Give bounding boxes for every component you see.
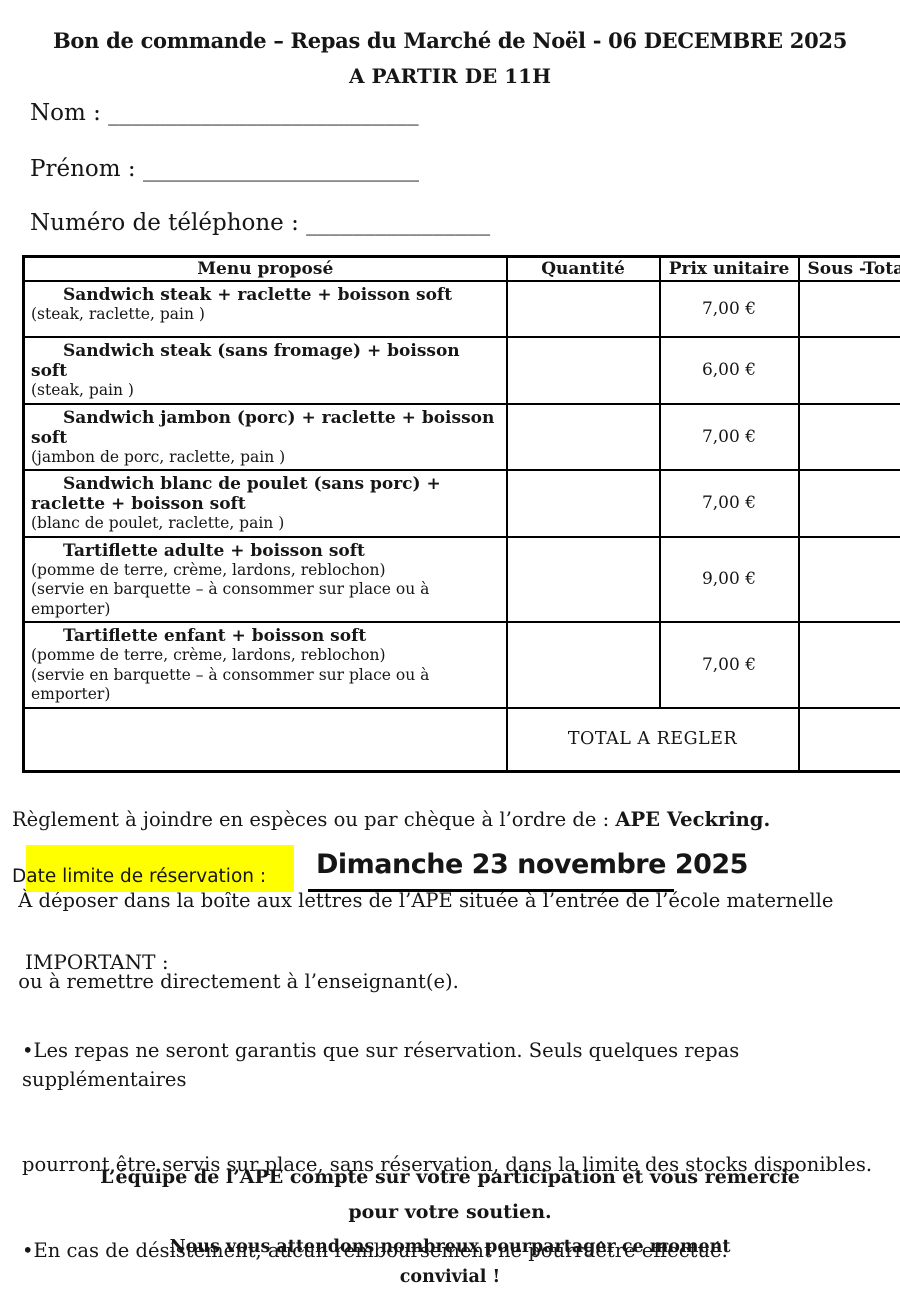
table-row: Sandwich jambon (porc) + raclette + bois… [22,402,900,471]
menu-item: Sandwich steak (sans fromage) + boisson … [22,336,508,405]
empty-cell [22,706,508,773]
deadline-highlight [26,845,294,892]
phone-field: Numéro de téléphone : ________________ [30,210,490,236]
important-line: pourront être servis sur place, sans rés… [22,1153,873,1176]
quantity-blank [505,621,661,709]
header-quantity: Quantité [505,255,661,282]
important-heading: IMPORTANT : [25,950,169,974]
phone-blank-line: ________________ [306,210,491,236]
firstname-blank-line: ________________________ [142,156,419,182]
unit-price: 9,00 € [658,535,800,623]
deadline-label: Date limite de réservation : [12,866,267,887]
deadline-underline [308,889,674,892]
table-row: Sandwich steak + raclette + boisson soft… [22,280,900,338]
subtotal-blank [797,402,900,471]
important-line: •En cas de désistement, aucun remboursem… [22,1238,728,1262]
payment-line-1: Règlement à joindre en espèces ou par ch… [12,808,771,831]
quantity-blank [505,402,661,471]
firstname-label: Prénom : [30,156,143,182]
phone-label: Numéro de téléphone : [30,210,307,236]
footer-thanks-line: pour votre soutien. [348,1201,552,1223]
payee-name: APE Veckring. [615,808,771,831]
subtotal-blank [797,621,900,709]
total-amount-blank: € [797,706,900,773]
payment-line-2: À déposer dans la boîte aux lettres de l… [12,889,834,912]
quantity-blank [505,535,661,623]
unit-price: 6,00 € [658,336,800,405]
subtotal-blank [797,469,900,538]
footer-thanks-line: L’équipe de l’APE compte sur votre parti… [100,1166,800,1188]
deadline-date: Dimanche 23 novembre 2025 [316,849,748,880]
document-title: Bon de commande – Repas du Marché de Noë… [52,28,848,53]
table-row: Sandwich steak (sans fromage) + boisson … [22,336,900,405]
document-subtitle: A PARTIR DE 11H [349,64,551,88]
table-row: Tartiflette adulte + boisson soft (pomme… [22,535,900,623]
footer-closing-line: convivial ! [399,1267,501,1287]
unit-price: 7,00 € [658,280,800,338]
unit-price: 7,00 € [658,402,800,471]
table-total-row: TOTAL A REGLER € [22,706,900,773]
subtotal-blank [797,535,900,623]
table-header-row: Menu proposé Quantité Prix unitaire Sous… [22,255,900,282]
table-row: Tartiflette enfant + boisson soft (pomme… [22,621,900,709]
header-subtotal: Sous -Total [797,255,900,282]
subtotal-blank [797,280,900,338]
important-notes: •Les repas ne seront garantis que sur ré… [22,980,892,1314]
header-unit-price: Prix unitaire [658,255,800,282]
subtotal-blank [797,336,900,405]
important-line: •Les repas ne seront garantis que sur ré… [22,1039,746,1091]
menu-item: Sandwich blanc de poulet (sans porc) + r… [22,469,508,538]
name-blank-line: ___________________________ [108,100,419,126]
menu-item: Sandwich jambon (porc) + raclette + bois… [22,402,508,471]
quantity-blank [505,336,661,405]
payment-line-3: ou à remettre directement à l’enseignant… [12,970,459,993]
firstname-field: Prénom : ________________________ [30,156,419,182]
name-label: Nom : [30,100,109,126]
footer-closing: Nous vous attendons nombreux pourpartage… [0,1232,900,1292]
menu-item: Tartiflette enfant + boisson soft (pomme… [22,621,508,709]
quantity-blank [505,280,661,338]
quantity-blank [505,469,661,538]
unit-price: 7,00 € [658,469,800,538]
name-field: Nom : ___________________________ [30,100,419,126]
menu-order-table: Menu proposé Quantité Prix unitaire Sous… [22,255,900,773]
payment-instructions: Règlement à joindre en espèces ou par ch… [12,752,833,1049]
footer-thanks: L’équipe de l’APE compte sur votre parti… [0,1160,900,1230]
unit-price: 7,00 € [658,621,800,709]
total-label: TOTAL A REGLER [505,706,800,773]
footer-closing-line: Nous vous attendons nombreux pourpartage… [169,1237,731,1257]
header-menu: Menu proposé [22,255,508,282]
menu-item: Tartiflette adulte + boisson soft (pomme… [22,535,508,623]
table-row: Sandwich blanc de poulet (sans porc) + r… [22,469,900,538]
menu-item: Sandwich steak + raclette + boisson soft… [22,280,508,338]
